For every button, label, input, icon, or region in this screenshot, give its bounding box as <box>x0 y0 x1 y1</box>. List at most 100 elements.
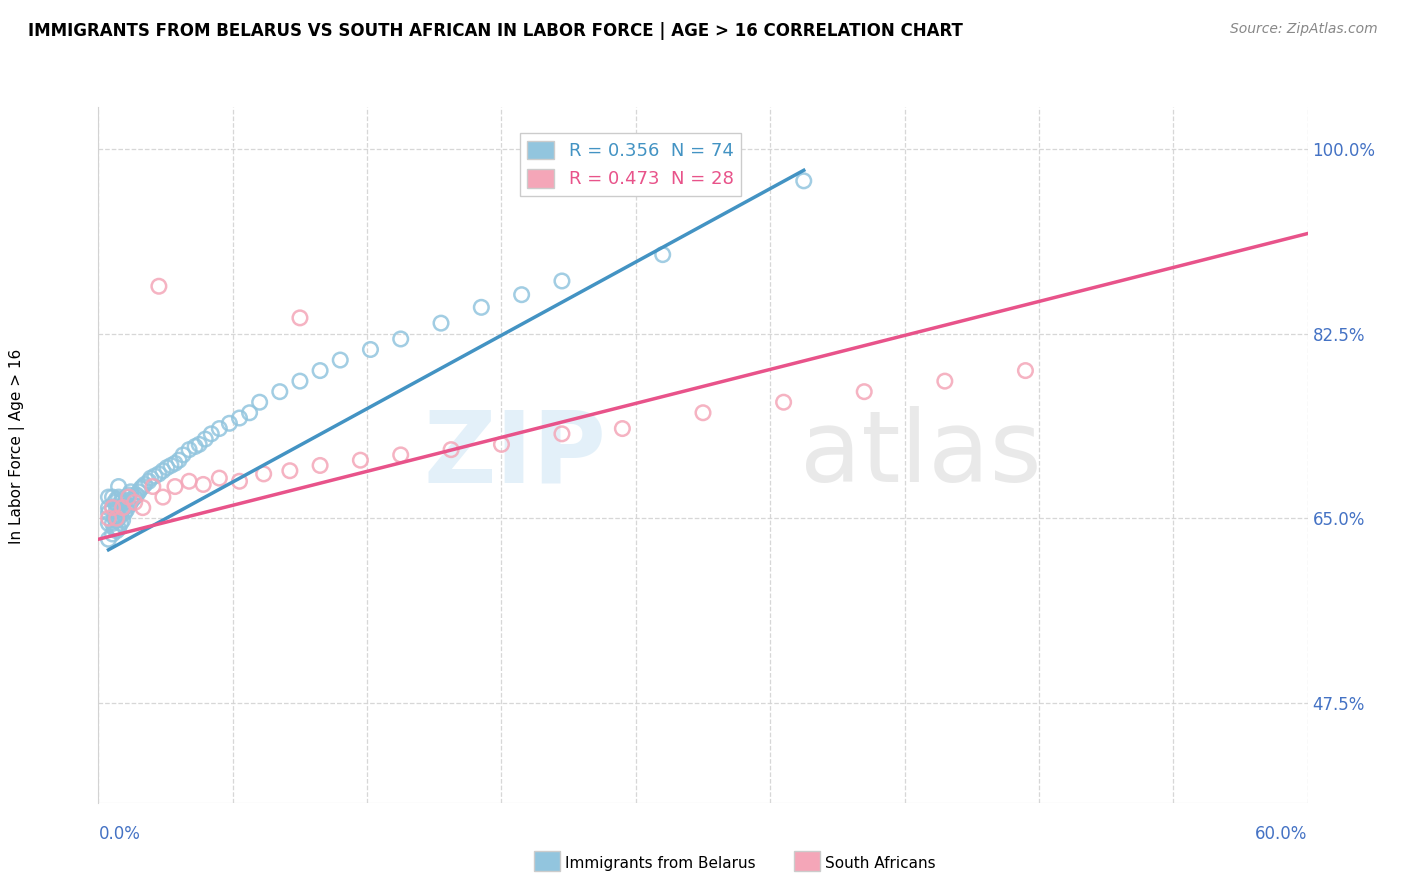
Point <box>103 511 125 525</box>
Point <box>389 332 412 346</box>
Point <box>1014 363 1036 377</box>
Point <box>288 310 311 325</box>
Point <box>440 442 463 457</box>
Point <box>148 279 170 293</box>
Point <box>97 500 120 515</box>
Text: atlas: atlas <box>800 407 1042 503</box>
Point <box>105 502 128 516</box>
Point <box>853 384 876 399</box>
Point <box>107 500 129 515</box>
Point <box>228 411 250 425</box>
Text: Immigrants from Belarus: Immigrants from Belarus <box>565 856 756 871</box>
Point <box>193 477 215 491</box>
Point <box>111 513 134 527</box>
Point <box>110 516 132 531</box>
Point <box>269 384 291 399</box>
Point <box>152 464 174 478</box>
Point <box>118 490 141 504</box>
Point <box>101 516 124 531</box>
Point <box>107 479 129 493</box>
Point <box>138 475 160 489</box>
Point <box>188 437 211 451</box>
Point <box>105 511 128 525</box>
Point <box>128 484 150 499</box>
Point <box>163 479 186 493</box>
Point <box>360 343 382 357</box>
Text: IMMIGRANTS FROM BELARUS VS SOUTH AFRICAN IN LABOR FORCE | AGE > 16 CORRELATION C: IMMIGRANTS FROM BELARUS VS SOUTH AFRICAN… <box>28 22 963 40</box>
Point <box>200 426 222 441</box>
Point <box>111 492 134 507</box>
Point <box>125 488 148 502</box>
Point <box>110 495 132 509</box>
Legend: R = 0.356  N = 74, R = 0.473  N = 28: R = 0.356 N = 74, R = 0.473 N = 28 <box>520 134 741 195</box>
Point <box>167 453 190 467</box>
Point <box>551 426 574 441</box>
Point <box>184 440 207 454</box>
Point <box>97 516 120 531</box>
Point <box>329 353 352 368</box>
Point <box>118 488 141 502</box>
Text: ZIP: ZIP <box>423 407 606 503</box>
Point <box>179 442 201 457</box>
Point <box>115 490 138 504</box>
Point <box>134 477 156 491</box>
Point <box>111 500 134 515</box>
Text: Source: ZipAtlas.com: Source: ZipAtlas.com <box>1230 22 1378 37</box>
Point <box>551 274 574 288</box>
Point <box>107 511 129 525</box>
Text: In Labor Force | Age > 16: In Labor Force | Age > 16 <box>8 349 25 543</box>
Point <box>651 247 673 261</box>
Point <box>121 492 143 507</box>
Point <box>120 484 142 499</box>
Point <box>101 527 124 541</box>
Point <box>103 495 125 509</box>
Point <box>692 406 714 420</box>
Text: South Africans: South Africans <box>825 856 936 871</box>
Point <box>114 506 136 520</box>
Point <box>194 432 217 446</box>
Point <box>208 471 231 485</box>
Point <box>114 495 136 509</box>
Point <box>156 460 179 475</box>
Point <box>132 479 155 493</box>
Text: 0.0%: 0.0% <box>98 825 141 843</box>
Point <box>172 448 194 462</box>
Point <box>105 524 128 538</box>
Point <box>124 495 146 509</box>
Point <box>510 287 533 301</box>
Point <box>129 482 152 496</box>
Point <box>430 316 453 330</box>
Point <box>249 395 271 409</box>
Point <box>309 458 332 473</box>
Point <box>118 499 141 513</box>
Point <box>107 522 129 536</box>
Point <box>105 492 128 507</box>
Point <box>772 395 794 409</box>
Point <box>278 464 301 478</box>
Point <box>218 417 240 431</box>
Point <box>139 471 162 485</box>
Point <box>143 469 166 483</box>
Point <box>115 502 138 516</box>
Point <box>309 363 332 377</box>
Point <box>163 456 186 470</box>
Point <box>491 437 513 451</box>
Point <box>142 479 165 493</box>
Point <box>239 406 262 420</box>
Point <box>934 374 956 388</box>
Point <box>208 421 231 435</box>
Point <box>110 506 132 520</box>
Point <box>288 374 311 388</box>
Point <box>101 500 124 515</box>
Point <box>97 490 120 504</box>
Text: 60.0%: 60.0% <box>1256 825 1308 843</box>
Point <box>148 467 170 481</box>
Point <box>389 448 412 462</box>
Point <box>349 453 371 467</box>
Point <box>160 458 183 473</box>
Point <box>253 467 276 481</box>
Point <box>97 506 120 520</box>
Point <box>612 421 634 435</box>
Point <box>103 522 125 536</box>
Point <box>470 301 492 315</box>
